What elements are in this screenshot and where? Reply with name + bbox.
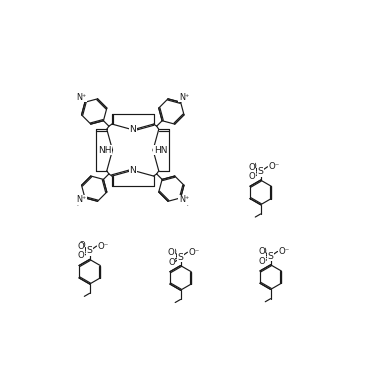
Text: HN: HN: [154, 146, 167, 154]
Text: N: N: [129, 166, 136, 175]
Text: O⁻: O⁻: [98, 242, 109, 250]
Text: S: S: [258, 167, 264, 176]
Text: O: O: [248, 172, 255, 181]
Text: O: O: [259, 247, 266, 256]
Text: O: O: [258, 257, 265, 266]
Text: O: O: [168, 248, 175, 257]
Text: O⁻: O⁻: [279, 247, 290, 256]
Text: N⁺: N⁺: [179, 93, 189, 102]
Text: N⁺: N⁺: [179, 195, 189, 204]
Text: O: O: [249, 162, 256, 171]
Text: O⁻: O⁻: [189, 248, 200, 257]
Text: O: O: [77, 251, 84, 261]
Text: N⁺: N⁺: [77, 93, 87, 102]
Text: O: O: [77, 242, 84, 251]
Text: O: O: [78, 241, 85, 250]
Text: O⁻: O⁻: [269, 162, 280, 171]
Text: O: O: [169, 247, 176, 257]
Text: S: S: [268, 252, 273, 261]
Text: N⁺: N⁺: [77, 195, 87, 204]
Text: N: N: [129, 125, 136, 134]
Text: O: O: [168, 258, 175, 266]
Text: S: S: [87, 246, 93, 256]
Text: O: O: [258, 247, 265, 257]
Text: O: O: [248, 163, 255, 172]
Text: S: S: [178, 253, 184, 262]
Text: NH: NH: [98, 146, 112, 154]
